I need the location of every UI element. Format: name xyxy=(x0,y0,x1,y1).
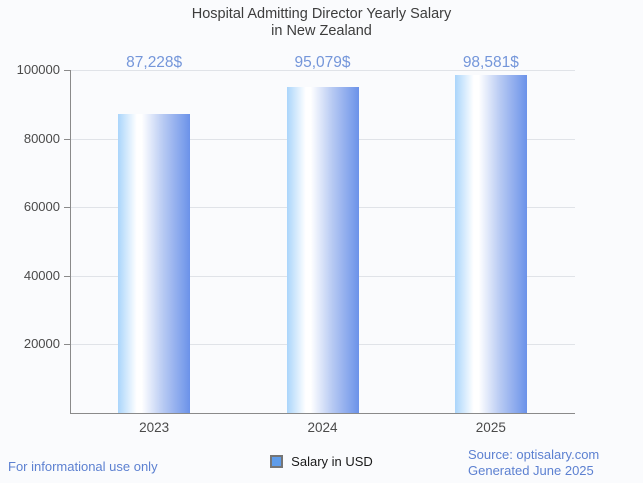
gridline xyxy=(70,70,575,71)
x-tick-label: 2024 xyxy=(307,420,338,435)
bar-value-label: 98,581$ xyxy=(462,54,519,71)
bar-value-label: 95,079$ xyxy=(294,54,351,71)
bar-value-label: 87,228$ xyxy=(126,54,183,71)
y-tick-label: 20000 xyxy=(23,336,60,351)
x-axis-line xyxy=(70,413,575,414)
y-axis-tick xyxy=(64,207,70,208)
y-tick-label: 80000 xyxy=(23,131,60,146)
chart-title-line1: Hospital Admitting Director Yearly Salar… xyxy=(191,6,452,22)
y-axis-tick xyxy=(64,276,70,277)
y-axis-tick xyxy=(64,139,70,140)
legend-label: Salary in USD xyxy=(291,454,373,469)
y-axis-tick xyxy=(64,70,70,71)
y-axis-line xyxy=(70,70,71,413)
bar-2024[interactable] xyxy=(286,86,359,413)
bar-2025[interactable] xyxy=(454,74,527,413)
footer-disclaimer: For informational use only xyxy=(8,459,158,474)
y-tick-label: 100000 xyxy=(16,62,60,77)
y-tick-label: 60000 xyxy=(23,199,60,214)
footer-source-block: Source: optisalary.com Generated June 20… xyxy=(468,447,599,479)
source-link[interactable]: Source: optisalary.com xyxy=(468,447,600,462)
chart-title: Hospital Admitting Director Yearly Salar… xyxy=(0,6,643,39)
generated-date: Generated June 2025 xyxy=(468,463,594,478)
x-tick-label: 2025 xyxy=(475,420,506,435)
y-axis-tick xyxy=(64,344,70,345)
legend[interactable]: Salary in USD xyxy=(0,454,643,469)
legend-swatch-icon xyxy=(270,455,284,468)
x-tick-label: 2023 xyxy=(139,420,170,435)
bar-2023[interactable] xyxy=(118,113,191,413)
y-tick-label: 40000 xyxy=(23,268,60,283)
chart-title-line2: in New Zealand xyxy=(271,22,372,39)
